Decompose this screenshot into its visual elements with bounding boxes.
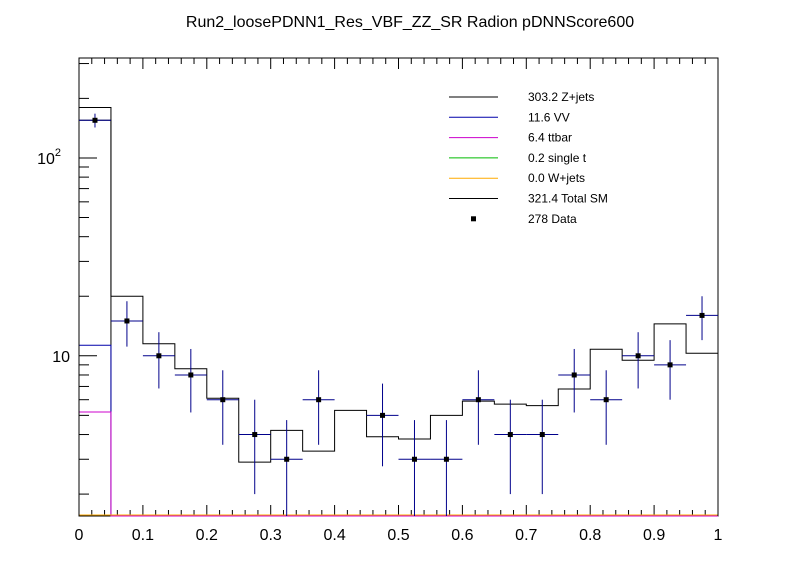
data-point bbox=[411, 456, 417, 462]
x-tick-label: 0.7 bbox=[515, 527, 537, 544]
x-tick-label: 0.2 bbox=[196, 527, 218, 544]
x-tick-label: 0.8 bbox=[579, 527, 601, 544]
x-tick-label: 0.9 bbox=[643, 527, 665, 544]
y-tick-label: 102 bbox=[37, 147, 61, 168]
chart-title: Run2_loosePDNN1_Res_VBF_ZZ_SR Radion pDN… bbox=[186, 14, 634, 31]
data-point bbox=[188, 372, 194, 378]
data-point bbox=[220, 397, 226, 403]
hist-303-2-z-jets bbox=[78, 119, 718, 517]
data-point bbox=[443, 456, 449, 462]
legend-label: 0.2 single t bbox=[528, 151, 587, 165]
data-point bbox=[539, 432, 545, 438]
x-tick-label: 0.6 bbox=[451, 527, 473, 544]
data-point bbox=[316, 397, 322, 403]
x-tick-label: 0.4 bbox=[323, 527, 345, 544]
data-point bbox=[475, 397, 481, 403]
data-point bbox=[699, 312, 705, 318]
hist-11-6-vv bbox=[78, 344, 718, 517]
legend-label: 303.2 Z+jets bbox=[528, 90, 594, 104]
data-point bbox=[507, 432, 513, 438]
legend-label: 0.0 W+jets bbox=[528, 171, 585, 185]
x-tick-label: 0 bbox=[75, 527, 84, 544]
data-point bbox=[124, 318, 130, 324]
data-point bbox=[284, 456, 290, 462]
data-point bbox=[92, 117, 98, 123]
legend: 303.2 Z+jets 11.6 VV 6.4 ttbar 0.2 single t… bbox=[449, 90, 608, 226]
data-point bbox=[156, 353, 162, 359]
x-tick-label: 0.3 bbox=[260, 527, 282, 544]
data-point bbox=[667, 362, 673, 368]
data-point bbox=[252, 432, 258, 438]
x-tick-label: 1 bbox=[714, 527, 723, 544]
plot-area: 0 0.1 0.2 0.3 0.4 0.5 0.6 0.7 0.8 0.9 1 10 102 bbox=[37, 57, 723, 544]
legend-marker bbox=[471, 216, 476, 222]
y-tick-exponent: 2 bbox=[55, 147, 61, 159]
x-tick-label: 0.1 bbox=[132, 527, 154, 544]
data-point bbox=[603, 397, 609, 403]
y-tick-label: 10 bbox=[52, 349, 70, 366]
data-point bbox=[635, 353, 641, 359]
data-point bbox=[380, 412, 386, 418]
legend-label: 6.4 ttbar bbox=[528, 131, 572, 145]
data-point bbox=[571, 372, 577, 378]
legend-label: 321.4 Total SM bbox=[528, 192, 608, 206]
x-tick-label: 0.5 bbox=[387, 527, 409, 544]
legend-label: 11.6 VV bbox=[528, 110, 570, 124]
hist-6-4-ttbar bbox=[78, 411, 718, 517]
hist-321-4-total-sm bbox=[78, 106, 719, 516]
legend-label: 278 Data bbox=[528, 212, 577, 226]
plot-frame bbox=[78, 57, 719, 517]
